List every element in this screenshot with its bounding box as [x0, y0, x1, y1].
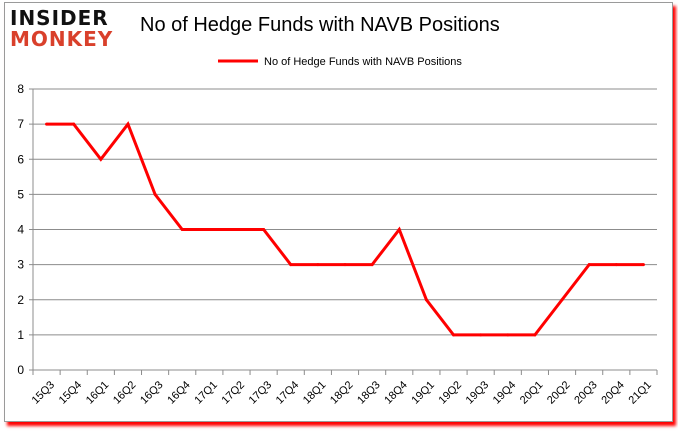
x-tick-label: 18Q3: [355, 379, 383, 407]
data-point: [343, 263, 347, 267]
y-tick-label: 5: [17, 187, 24, 201]
x-tick-label: 15Q4: [57, 379, 85, 407]
x-tick-label: 19Q2: [437, 379, 465, 407]
x-tick-label: 16Q2: [111, 379, 139, 407]
data-point: [126, 122, 130, 126]
logo-line1: INSIDER: [10, 6, 109, 30]
data-point: [587, 263, 591, 267]
x-tick-label: 20Q4: [599, 379, 627, 407]
x-tick-label: 20Q1: [518, 379, 546, 407]
data-point: [452, 333, 456, 337]
y-tick-label: 3: [17, 258, 24, 272]
insider-monkey-logo: INSIDER MONKEY: [10, 8, 113, 50]
x-tick-label: 18Q2: [328, 379, 356, 407]
data-point: [479, 333, 483, 337]
x-tick-label: 20Q3: [572, 379, 600, 407]
data-point: [424, 298, 428, 302]
x-tick-label: 16Q4: [165, 379, 193, 407]
x-tick-label: 18Q4: [382, 379, 410, 407]
data-point: [397, 228, 401, 231]
x-tick-label: 17Q2: [220, 379, 248, 407]
chart-title: No of Hedge Funds with NAVB Positions: [140, 14, 500, 36]
x-tick-label: 19Q3: [464, 379, 492, 407]
data-point: [370, 263, 374, 267]
y-tick-label: 0: [17, 363, 24, 377]
y-tick-label: 4: [17, 223, 24, 237]
y-tick-label: 8: [17, 82, 24, 96]
y-tick-label: 2: [17, 293, 24, 307]
x-tick-label: 17Q1: [192, 379, 220, 407]
legend-label: No of Hedge Funds with NAVB Positions: [264, 56, 462, 68]
y-tick-label: 7: [17, 117, 24, 131]
x-tick-label: 16Q1: [84, 379, 112, 407]
data-point: [72, 122, 76, 126]
x-tick-label: 19Q1: [409, 379, 437, 407]
x-tick-label: 18Q1: [301, 379, 329, 407]
y-tick-label: 1: [17, 328, 24, 342]
x-tick-label: 19Q4: [491, 379, 519, 407]
x-tick-label: 17Q3: [247, 379, 275, 407]
data-point: [506, 333, 510, 337]
data-point: [207, 228, 211, 231]
data-point: [262, 228, 266, 231]
data-point: [316, 263, 320, 267]
y-tick-label: 6: [17, 152, 24, 166]
data-point: [153, 192, 157, 196]
data-point: [614, 263, 618, 267]
data-point: [180, 228, 184, 231]
x-tick-label: 15Q3: [30, 379, 58, 407]
data-point: [234, 228, 238, 231]
x-tick-label: 20Q2: [545, 379, 573, 407]
data-point: [560, 298, 564, 302]
chart-frame: [4, 2, 673, 422]
logo-line2: MONKEY: [10, 27, 114, 51]
x-tick-label: 21Q1: [626, 379, 654, 407]
x-tick-label: 16Q3: [138, 379, 166, 407]
x-tick-label: 17Q4: [274, 379, 302, 407]
data-point: [99, 157, 103, 161]
data-point: [641, 263, 645, 267]
data-point: [45, 122, 49, 126]
data-point: [289, 263, 293, 267]
data-point: [533, 333, 537, 337]
